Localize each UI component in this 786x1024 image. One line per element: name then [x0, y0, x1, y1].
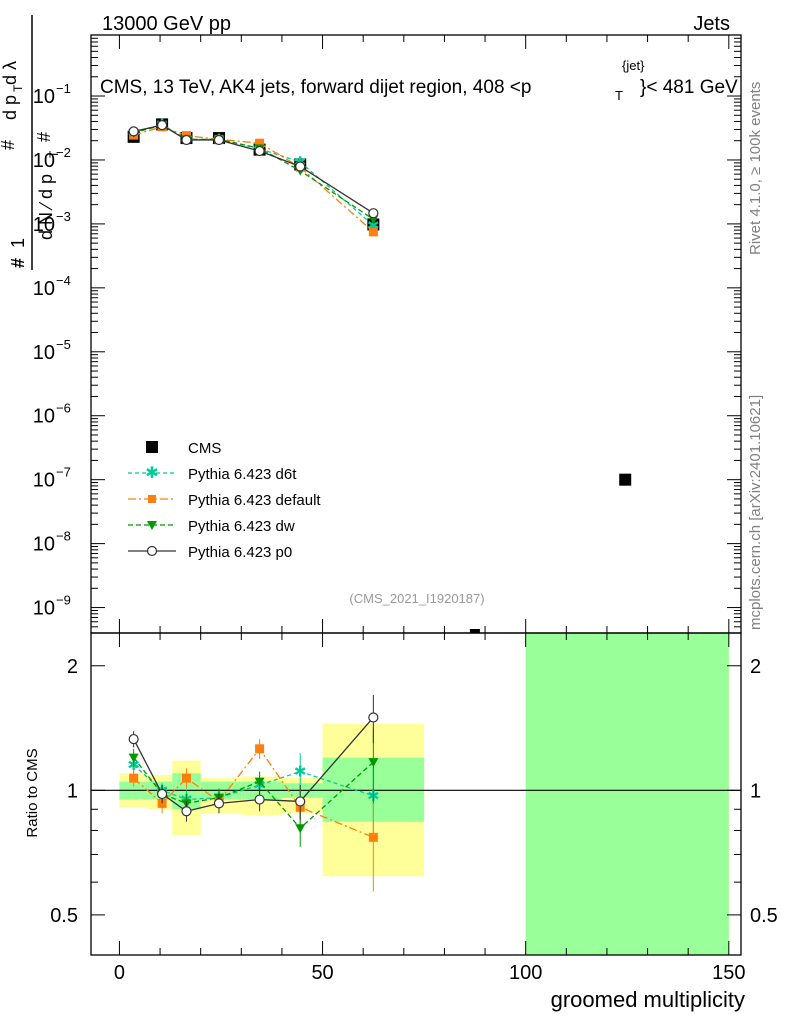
svg-text:d p: d p [0, 95, 20, 120]
main-point-pythia-6-423-default [255, 138, 265, 148]
main-y-tick-label: 10 [33, 278, 55, 300]
x-tick-label: 150 [712, 962, 745, 984]
main-y-tick-exponent: −5 [56, 337, 71, 352]
ratio-point-pythia-6-423-dw [254, 777, 265, 787]
ratio-frame [90, 632, 742, 956]
ratio-point-pythia-6-423-p0 [128, 733, 139, 745]
main-point-pythia-6-423-p0 [128, 126, 139, 137]
legend-label-default: Pythia 6.423 default [188, 492, 321, 509]
x-tick-label: 50 [311, 962, 333, 984]
ratio-point-pythia-6-423-p0 [156, 788, 168, 800]
legend-label-cms: CMS [188, 440, 221, 457]
main-y-tick-exponent: −2 [56, 145, 71, 160]
rivet-label: Rivet 4.1.0, ≥ 100k events [747, 82, 764, 255]
main-y-tick-exponent: −3 [56, 209, 71, 224]
main-line-pythia-6-423-d6t [133, 123, 374, 226]
main-y-tick-label: 10 [33, 150, 55, 172]
main-point-pythia-6-423-p0 [181, 134, 192, 146]
main-point-pythia-6-423-p0 [368, 208, 379, 219]
main-y-tick-exponent: −6 [56, 401, 71, 416]
svg-text:T: T [47, 150, 61, 158]
ratio-y-tick-label: 2 [67, 656, 78, 678]
svg-text:T: T [615, 88, 623, 103]
header-process: Jets [693, 13, 730, 35]
legend-label-d6t: Pythia 6.423 d6t [188, 466, 297, 483]
legend: CMS ✱ Pythia 6.423 d6t Pythia 6.423 defa… [128, 440, 321, 561]
band-green-7 [525, 633, 729, 955]
subtitle: CMS, 13 TeV, AK4 jets, forward dijet reg… [100, 58, 738, 103]
legend-marker-cms [146, 441, 158, 453]
main-y-tick-exponent: −7 [56, 465, 71, 480]
main-y-tick-exponent: −1 [56, 81, 71, 96]
main-point-cms [619, 473, 632, 486]
main-point-cms [469, 629, 480, 633]
ratio-point-pythia-6-423-p0 [254, 794, 265, 805]
main-ylabel: # 1 d N ⁄ d p T # # d p T d λ d²N [0, 15, 61, 270]
svg-text:#: # [8, 258, 28, 268]
main-y-tick-label: 10 [33, 534, 55, 556]
ratio-point-pythia-6-423-p0 [181, 806, 192, 817]
main-line-pythia-6-423-dw [133, 124, 374, 220]
legend-marker-p0 [146, 545, 158, 557]
ratio-point-pythia-6-423-p0 [295, 796, 306, 807]
svg-text:#: # [34, 132, 54, 142]
ratio-y-tick-label-right: 2 [750, 656, 761, 678]
ratio-y-tick-label: 0.5 [50, 905, 78, 927]
mcplots-label: mcplots.cern.ch [arXiv:2401.10621] [747, 395, 764, 630]
x-tick-label: 0 [114, 962, 125, 984]
ratio-point-pythia-6-423-dw [368, 758, 379, 768]
ratio-y-tick-label-right: 1 [750, 780, 761, 802]
main-y-tick-label: 10 [33, 470, 55, 492]
header-energy: 13000 GeV pp [102, 13, 231, 35]
main-point-pythia-6-423-p0 [295, 161, 306, 172]
svg-text:d N ⁄ d p: d N ⁄ d p [36, 174, 56, 240]
legend-marker-d6t: ✱ [145, 465, 158, 482]
svg-text:1: 1 [8, 238, 28, 248]
x-tick-label: 100 [509, 962, 542, 984]
main-y-tick-label: 10 [33, 214, 55, 236]
ratio-point-pythia-6-423-p0 [213, 798, 225, 809]
main-y-tick-exponent: −8 [56, 529, 71, 544]
svg-text:d²N: d²N [0, 51, 4, 80]
ratio-point-pythia-6-423-d6t: ✱ [294, 764, 307, 781]
legend-label-p0: Pythia 6.423 p0 [188, 544, 292, 561]
ratio-point-pythia-6-423-dw [128, 753, 139, 763]
ratio-point-pythia-6-423-p0 [368, 712, 379, 723]
svg-text:#: # [0, 140, 18, 150]
legend-marker-default [148, 495, 156, 503]
ratio-y-tick-label: 1 [67, 780, 78, 802]
main-y-tick-exponent: −9 [56, 593, 71, 608]
ratio-point-pythia-6-423-default [129, 773, 139, 783]
analysis-watermark: (CMS_2021_I1920187) [349, 591, 484, 606]
legend-marker-dw [147, 521, 157, 530]
ratio-panel-layer: ✱✱✱✱✱✱✱ [91, 694, 741, 892]
ratio-point-pythia-6-423-default [255, 744, 265, 754]
ratio-uncertainty-bands [119, 633, 729, 955]
ratio-point-pythia-6-423-default [181, 773, 191, 783]
main-y-tick-label: 10 [33, 598, 55, 620]
svg-text:}< 481 GeV: }< 481 GeV [640, 77, 738, 98]
main-y-tick-label: 10 [33, 406, 55, 428]
main-y-tick-label: 10 [33, 342, 55, 364]
main-point-pythia-6-423-p0 [156, 120, 168, 131]
ratio-point-pythia-6-423-default [368, 832, 378, 842]
legend-label-dw: Pythia 6.423 dw [188, 518, 295, 535]
ratio-y-tick-label-right: 0.5 [750, 905, 778, 927]
main-point-pythia-6-423-p0 [213, 134, 225, 146]
main-point-pythia-6-423-default [368, 227, 378, 237]
main-point-pythia-6-423-p0 [254, 145, 265, 157]
svg-text:{jet}: {jet} [622, 58, 645, 73]
svg-text:T: T [11, 84, 25, 92]
svg-text:CMS, 13 TeV, AK4 jets, forward: CMS, 13 TeV, AK4 jets, forward dijet reg… [100, 77, 531, 98]
main-panel-layer: ✱✱✱✱✱✱✱ [127, 116, 632, 633]
main-y-tick-exponent: −4 [56, 273, 71, 288]
svg-text:d λ: d λ [0, 61, 20, 85]
ratio-axis-title: Ratio to CMS [24, 748, 41, 837]
main-y-tick-label: 10 [33, 86, 55, 108]
ratio-point-pythia-6-423-dw [295, 824, 306, 834]
x-axis-title: groomed multiplicity [551, 987, 745, 1012]
